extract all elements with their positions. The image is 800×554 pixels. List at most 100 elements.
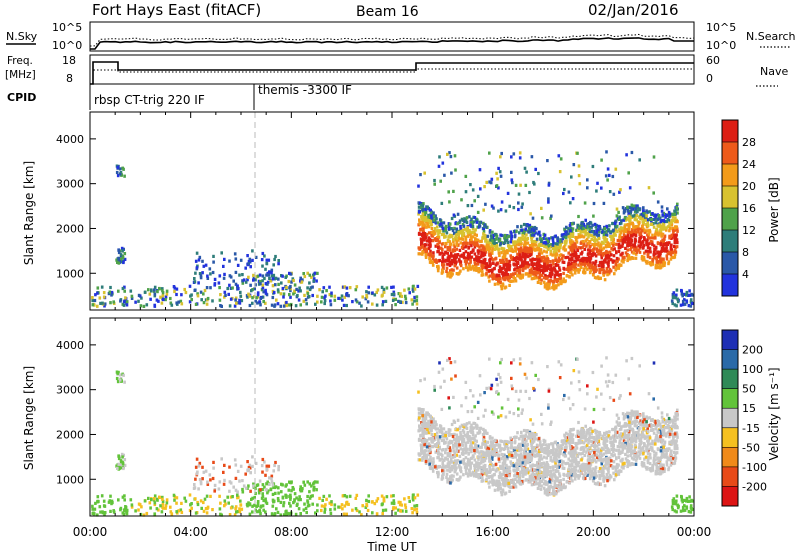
velocity-cell (367, 499, 371, 504)
power-cell (526, 265, 530, 269)
power-cell (499, 258, 502, 262)
velocity-cell (413, 504, 416, 508)
velocity-cell (123, 498, 126, 502)
velocity-cell (654, 458, 657, 462)
power-cell (458, 221, 461, 225)
power-cell (588, 240, 591, 244)
power-cell (437, 245, 440, 250)
power-cell (582, 243, 585, 247)
power-cell (602, 236, 606, 240)
power-cell (612, 228, 615, 232)
power-cell (594, 254, 598, 258)
power-cell (604, 254, 608, 258)
velocity-cell (340, 503, 344, 507)
power-cell (575, 228, 578, 232)
power-cell (98, 296, 102, 300)
power-cell (567, 190, 571, 194)
power-cell (556, 237, 560, 241)
velocity-cell (236, 469, 240, 473)
velocity-cell (571, 446, 575, 450)
power-cell (510, 245, 513, 249)
power-cell (562, 271, 565, 275)
velocity-cell (650, 446, 654, 450)
power-cell (470, 250, 474, 254)
power-cell (567, 269, 570, 273)
power-cell (577, 214, 580, 219)
velocity-cell (120, 452, 124, 456)
power-cell (481, 266, 485, 270)
power-cell (589, 269, 593, 273)
power-cell (531, 265, 535, 269)
power-cell (433, 182, 436, 186)
power-cell (553, 273, 557, 277)
velocity-cell (252, 482, 255, 486)
velocity-cell (249, 489, 252, 493)
power-cell (228, 304, 232, 308)
power-cell (433, 237, 437, 241)
power-cell (569, 201, 572, 205)
power-cell (477, 270, 480, 274)
power-cell (535, 264, 539, 268)
power-cell (516, 266, 519, 270)
power-cell (556, 242, 559, 246)
power-cell (285, 300, 288, 305)
power-cell (530, 237, 533, 242)
velocity-cell (375, 512, 379, 516)
power-cell (515, 229, 518, 233)
power-cell (573, 259, 576, 263)
power-cell (634, 239, 637, 243)
power-cell (628, 214, 631, 218)
power-cell (501, 271, 504, 275)
power-cell (376, 288, 380, 292)
velocity-cell (536, 464, 539, 469)
velocity-cell (228, 480, 232, 484)
power-cell (576, 236, 579, 240)
power-cell (546, 260, 549, 264)
power-cell (571, 232, 575, 236)
power-cell (600, 263, 604, 267)
velocity-cell (355, 493, 359, 497)
power-cell (415, 295, 419, 299)
power-cell (588, 225, 592, 229)
power-cell (417, 210, 421, 214)
power-cell (646, 223, 650, 227)
power-cell (601, 228, 605, 232)
velocity-cell (392, 501, 396, 505)
velocity-cell (288, 494, 291, 499)
power-cell (686, 293, 690, 297)
velocity-cell (282, 501, 286, 505)
velocity-cell (322, 494, 326, 498)
velocity-cell (294, 512, 298, 516)
power-cell (630, 150, 634, 155)
power-cell (423, 223, 426, 227)
power-cell (521, 237, 525, 241)
power-cell (500, 200, 504, 204)
power-cell (516, 252, 519, 256)
power-cell (563, 243, 567, 247)
velocity-cell (194, 497, 197, 501)
power-cell (670, 223, 674, 227)
velocity-cell (613, 465, 617, 469)
power-cell (633, 218, 637, 222)
velocity-cell (299, 512, 302, 516)
power-cell (581, 262, 584, 266)
velocity-cell (261, 470, 264, 474)
power-cell (438, 258, 442, 263)
power-cell (303, 274, 307, 279)
power-cell (355, 285, 359, 289)
power-cell (593, 222, 597, 226)
velocity-cell (673, 447, 677, 451)
power-cell (202, 264, 206, 268)
velocity-cell (164, 506, 167, 510)
power-cell (672, 295, 675, 299)
power-cell (209, 272, 212, 276)
velocity-cell (179, 508, 183, 512)
power-cell (521, 252, 525, 256)
power-cell (486, 234, 489, 238)
power-cell (345, 303, 348, 308)
power-cell (345, 293, 348, 297)
power-cell (148, 292, 152, 296)
power-cell (533, 262, 536, 266)
power-cell (525, 233, 528, 237)
velocity-cell (198, 478, 202, 482)
